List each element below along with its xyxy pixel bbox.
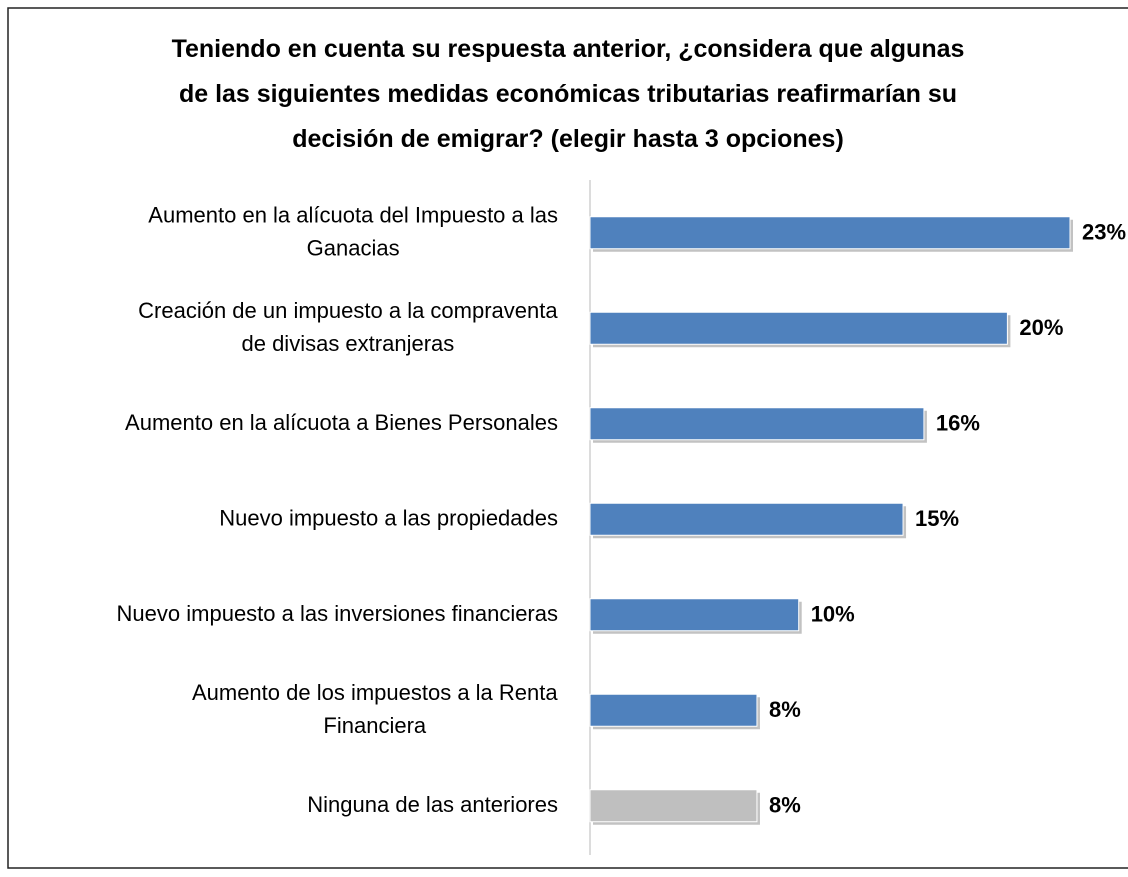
value-label: 23% bbox=[1082, 220, 1126, 245]
category-label: Aumento en la alícuota del Impuesto a la… bbox=[148, 202, 558, 260]
category-label: Aumento de los impuestos a la Renta Finan… bbox=[192, 680, 558, 738]
bar bbox=[589, 693, 758, 727]
value-label: 8% bbox=[769, 793, 801, 818]
bar bbox=[589, 502, 904, 536]
value-label: 20% bbox=[1019, 315, 1063, 340]
value-label: 15% bbox=[915, 506, 959, 531]
category-label: Ninguna de las anteriores bbox=[307, 792, 558, 817]
category-label: Nuevo impuesto a las inversiones financi… bbox=[117, 601, 558, 626]
category-label: Creación de un impuesto a la compraventa… bbox=[138, 298, 558, 356]
bar bbox=[589, 598, 800, 632]
value-label: 8% bbox=[769, 697, 801, 722]
category-label: Nuevo impuesto a las propiedades bbox=[219, 505, 558, 530]
bar bbox=[589, 216, 1071, 250]
value-label: 16% bbox=[936, 411, 980, 436]
chart-frame bbox=[7, 7, 1128, 869]
bar bbox=[589, 311, 1008, 345]
bar bbox=[589, 407, 925, 441]
chart-title: Teniendo en cuenta su respuesta anterior… bbox=[172, 35, 965, 153]
bar bbox=[589, 789, 758, 823]
value-label: 10% bbox=[811, 602, 855, 627]
category-label: Aumento en la alícuota a Bienes Personal… bbox=[125, 410, 558, 435]
